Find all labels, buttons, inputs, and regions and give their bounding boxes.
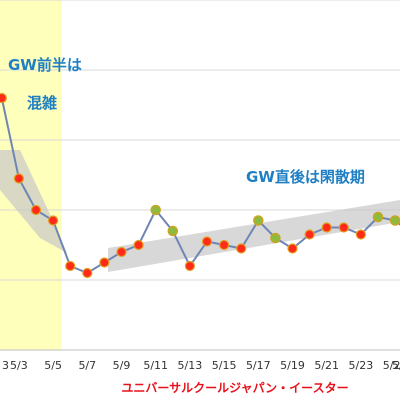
data-point-5-15 [219, 239, 230, 251]
data-point-5-16 [236, 243, 247, 254]
x-axis-label: ユニバーサルクールジャパン・イースター [121, 381, 348, 395]
x-tick-label: 5/17 [246, 359, 271, 372]
x-tick-label: 5/23 [349, 359, 374, 372]
data-point-5-6 [65, 260, 76, 272]
annotation-gw-early: GW前半は [8, 56, 82, 74]
annotation-crowded: 混雑 [27, 94, 57, 112]
data-point-5-11 [150, 204, 161, 216]
data-point-5-8 [99, 257, 110, 268]
data-points [0, 92, 400, 279]
trend-band-flat [108, 200, 400, 272]
data-point-5-20 [304, 229, 315, 240]
x-tick-label: 5/7 [78, 359, 96, 372]
x-tick-label: 5/3 [10, 359, 28, 372]
x-tick-label: 5/15 [212, 359, 237, 372]
data-point-5-21 [321, 222, 332, 233]
x-tick-label: 5/11 [143, 359, 168, 372]
data-point-5-19 [287, 243, 298, 254]
data-point-5-24 [372, 211, 384, 223]
data-point-5-10 [133, 239, 144, 251]
data-point-5-22 [338, 222, 349, 233]
data-point-5-7 [82, 267, 93, 279]
data-point-5-18 [270, 232, 281, 244]
data-point-5-5 [47, 215, 59, 226]
data-point-5-4 [30, 204, 42, 216]
data-point-5-17 [253, 215, 264, 226]
data-point-5-12 [167, 225, 179, 237]
x-tick-label: 5/21 [314, 359, 339, 372]
x-tick-label: 5/25 [383, 359, 400, 372]
data-point-5-3 [13, 173, 24, 184]
x-tick-label: 5/19 [280, 359, 305, 372]
annotation-gw-after: GW直後は閑散期 [246, 168, 365, 186]
data-point-5-9 [116, 246, 127, 258]
x-tick-label: 5/13 [178, 359, 203, 372]
data-point-5-23 [355, 229, 366, 240]
x-tick-label: 5/9 [113, 359, 131, 372]
data-point-5-13 [184, 260, 195, 272]
x-tick-label-partial: 5/2 [392, 359, 400, 372]
x-tick-label: 5/5 [44, 359, 62, 372]
x-tick-label-clipped: 3 [2, 359, 9, 372]
x-tick-labels: 5/3 5/5 5/7 5/9 5/11 5/13 5/15 5/17 5/19 5/21 5/23… [2, 359, 400, 372]
gridlines [0, 0, 400, 281]
data-point-5-14 [201, 236, 213, 247]
data-point-5-2 [0, 92, 7, 104]
data-point-5-25 [389, 215, 400, 226]
